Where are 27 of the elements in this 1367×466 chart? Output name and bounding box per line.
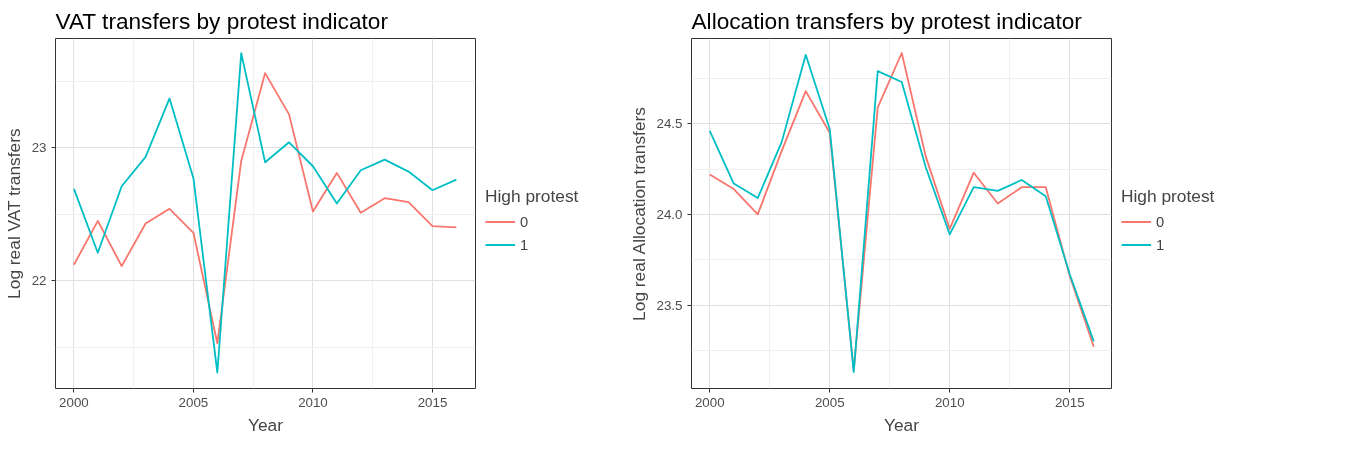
x-tick-label: 2000 <box>59 394 89 410</box>
x-tick-label: 2005 <box>178 394 209 410</box>
y-tick-label: 24.0 <box>656 206 683 222</box>
y-tick-label: 24.5 <box>656 116 683 132</box>
legend-label: 1 <box>520 236 530 252</box>
legend-label: 1 <box>1156 236 1166 252</box>
legend-title: High protest <box>1121 185 1215 206</box>
y-tick-label: 23 <box>31 140 47 156</box>
x-tick-label: 2005 <box>814 394 845 410</box>
line-series <box>73 72 458 345</box>
y-tick-label: 23.5 <box>656 297 683 313</box>
chart-title: Allocation transfers by protest indicator <box>691 7 1083 34</box>
x-tick-label: 2015 <box>1054 394 1085 410</box>
legend-label: 0 <box>1156 213 1166 229</box>
x-tick-label: 2010 <box>934 394 965 410</box>
chart-title: VAT transfers by protest indicator <box>55 7 389 34</box>
legend-title: High protest <box>485 185 579 206</box>
line-series <box>73 52 458 374</box>
legend-label: 0 <box>520 213 530 229</box>
x-axis-title: Year <box>247 414 284 435</box>
y-axis-title: Log real Allocation transfers <box>628 106 649 321</box>
x-tick-label: 2000 <box>694 394 725 410</box>
x-tick-label: 2015 <box>417 394 448 410</box>
x-tick-label: 2010 <box>298 394 328 410</box>
x-axis-title: Year <box>883 414 920 435</box>
y-tick-label: 22 <box>31 273 47 289</box>
y-axis-title: Log real VAT transfers <box>3 128 24 299</box>
